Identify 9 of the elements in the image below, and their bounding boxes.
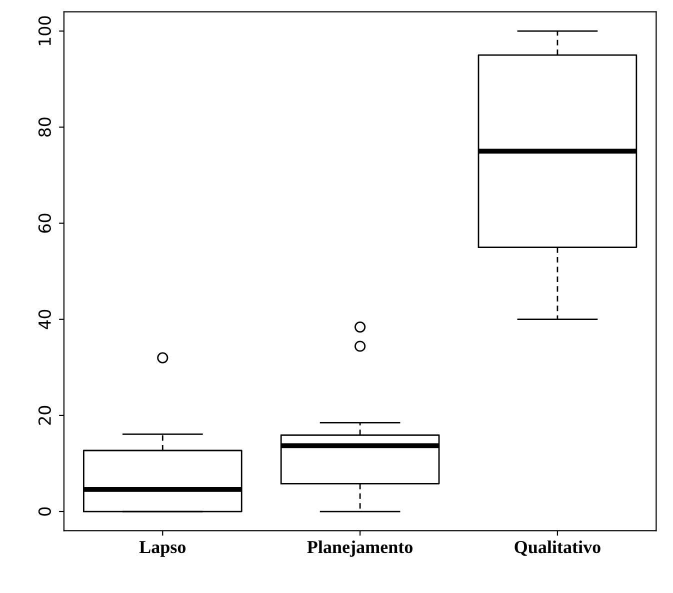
x-tick-label: Lapso xyxy=(139,541,186,557)
x-tick-label: Planejamento xyxy=(307,540,413,557)
y-tick-label: 20 xyxy=(38,406,51,425)
y-tick-label: 40 xyxy=(38,310,51,330)
x-tick-label: Qualitativo xyxy=(514,540,600,556)
y-tick-label: 100 xyxy=(38,16,51,46)
y-tick-label: 80 xyxy=(38,118,51,137)
y-tick-label: 0 xyxy=(38,507,51,516)
y-tick-label: 60 xyxy=(38,214,51,233)
